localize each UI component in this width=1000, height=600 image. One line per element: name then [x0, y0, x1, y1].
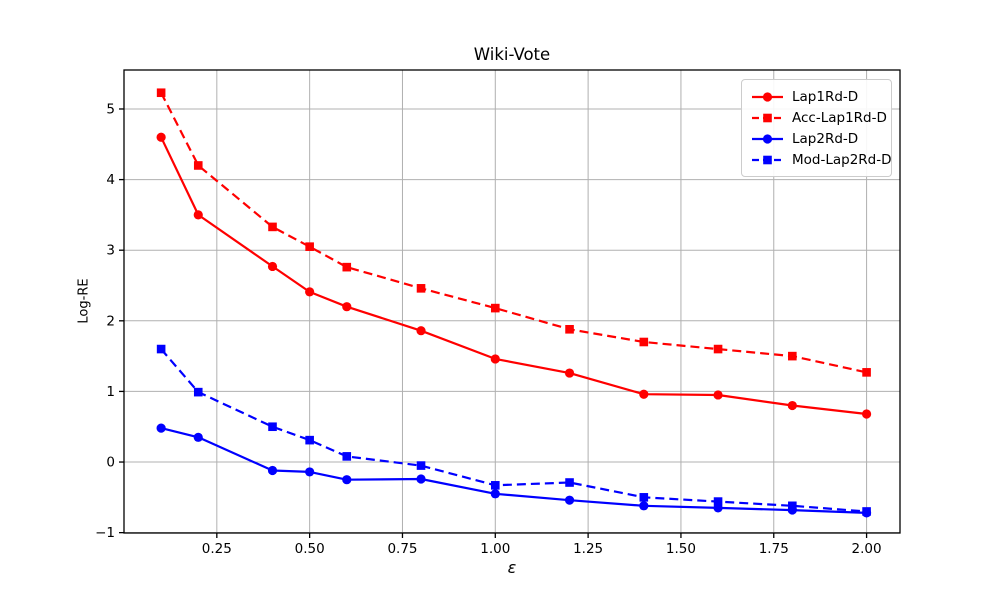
legend-entry-lap1rd-d: Lap1Rd-D: [751, 86, 882, 107]
data-point-marker: [565, 324, 574, 334]
x-tick-label: 1.25: [573, 541, 603, 557]
data-point-marker: [305, 435, 314, 445]
circle-marker-icon: [762, 91, 773, 102]
legend-label: Acc-Lap1Rd-D: [792, 109, 887, 126]
data-point-marker: [268, 422, 277, 432]
data-point-marker: [416, 326, 426, 336]
data-point-marker: [416, 461, 426, 470]
y-axis-label: Log-RE: [76, 278, 92, 324]
series-line: [160, 427, 867, 514]
legend-sample-line: [752, 113, 783, 122]
legend-label: Lap1Rd-D: [792, 88, 859, 105]
data-point-marker: [156, 132, 166, 142]
y-tick-label: −1: [95, 525, 115, 541]
series-line: [160, 136, 867, 416]
data-point-marker: [342, 262, 352, 272]
data-point-marker: [490, 303, 500, 313]
data-point-marker: [639, 493, 649, 502]
data-point-marker: [639, 501, 649, 511]
data-point-marker: [416, 474, 426, 484]
series-lap2rd-d: [156, 423, 872, 518]
chart-title: Wiki-Vote: [473, 45, 551, 64]
data-point-marker: [156, 423, 166, 433]
x-tick-label: 0.25: [202, 541, 232, 557]
x-axis-label: ε: [507, 558, 517, 577]
square-marker-icon: [763, 113, 772, 122]
circle-marker-icon: [762, 133, 773, 144]
y-tick-label: 3: [106, 243, 115, 259]
data-point-marker: [305, 467, 315, 477]
data-point-marker: [267, 261, 278, 272]
data-point-marker: [193, 161, 203, 170]
data-point-marker: [490, 354, 500, 364]
data-point-marker: [788, 351, 797, 361]
x-tick-label: 0.50: [295, 541, 325, 557]
data-point-marker: [342, 302, 352, 312]
series-lap1rd-d: [156, 132, 872, 419]
data-point-marker: [564, 495, 575, 505]
y-tick-label: 2: [106, 313, 115, 329]
data-point-marker: [861, 409, 872, 419]
legend: Lap1Rd-D Acc-Lap1Rd-D Lap2Rd-D Mod-Lap2Rd-D: [741, 79, 892, 177]
grid: [124, 70, 900, 534]
legend-entry-lap2rd-d: Lap2Rd-D: [751, 128, 882, 149]
x-tick-label: 2.00: [852, 541, 882, 557]
data-point-marker: [862, 368, 871, 377]
plot-border: [123, 69, 901, 534]
data-point-marker: [267, 465, 278, 476]
data-point-marker: [156, 344, 166, 354]
data-point-marker: [639, 389, 649, 399]
legend-label: Lap2Rd-D: [792, 130, 859, 147]
legend-sample-line: [752, 133, 783, 144]
data-point-marker: [193, 210, 203, 220]
x-tick-label: 1.00: [480, 541, 510, 557]
data-point-marker: [564, 368, 575, 378]
data-point-marker: [342, 475, 352, 485]
data-point-marker: [416, 284, 426, 293]
data-point-marker: [565, 478, 574, 487]
data-point-marker: [490, 481, 500, 490]
square-marker-icon: [763, 155, 772, 164]
data-point-marker: [862, 507, 871, 516]
data-point-marker: [305, 242, 314, 251]
data-point-marker: [342, 452, 352, 461]
x-tick-label: 0.75: [387, 541, 417, 557]
data-point-marker: [713, 497, 723, 506]
series-mod-lap2rd-d: [156, 344, 871, 516]
series-line: [160, 92, 867, 374]
legend-sample-line: [752, 155, 783, 164]
data-point-marker: [156, 88, 166, 98]
legend-entry-acc-lap1rd-d: Acc-Lap1Rd-D: [751, 107, 887, 128]
y-tick-label: 0: [106, 455, 115, 471]
data-point-marker: [490, 489, 500, 499]
data-point-marker: [787, 400, 797, 411]
y-tick-label: 1: [106, 384, 115, 400]
x-tick-label: 1.75: [759, 541, 789, 557]
data-point-marker: [639, 337, 649, 347]
series-acc-lap1rd-d: [156, 88, 871, 377]
x-tick-label: 1.50: [666, 541, 696, 557]
series-line: [160, 348, 867, 513]
legend-entry-mod-lap2rd-d: Mod-Lap2Rd-D: [751, 149, 892, 170]
data-point-marker: [193, 387, 203, 397]
data-point-marker: [713, 390, 723, 400]
data-point-marker: [788, 501, 797, 511]
y-tick-label: 5: [106, 101, 115, 117]
data-point-marker: [305, 287, 315, 297]
data-point-marker: [268, 222, 277, 232]
legend-sample-line: [752, 91, 783, 102]
legend-label: Mod-Lap2Rd-D: [792, 151, 892, 168]
data-point-marker: [193, 432, 203, 442]
data-point-marker: [713, 344, 723, 354]
y-tick-label: 4: [106, 172, 115, 188]
axis-ticks: 0.25 0.50 0.75 1.00 1.25 1.50 1.75 2.00 −1 0 1 2 3 4 5: [95, 101, 882, 557]
